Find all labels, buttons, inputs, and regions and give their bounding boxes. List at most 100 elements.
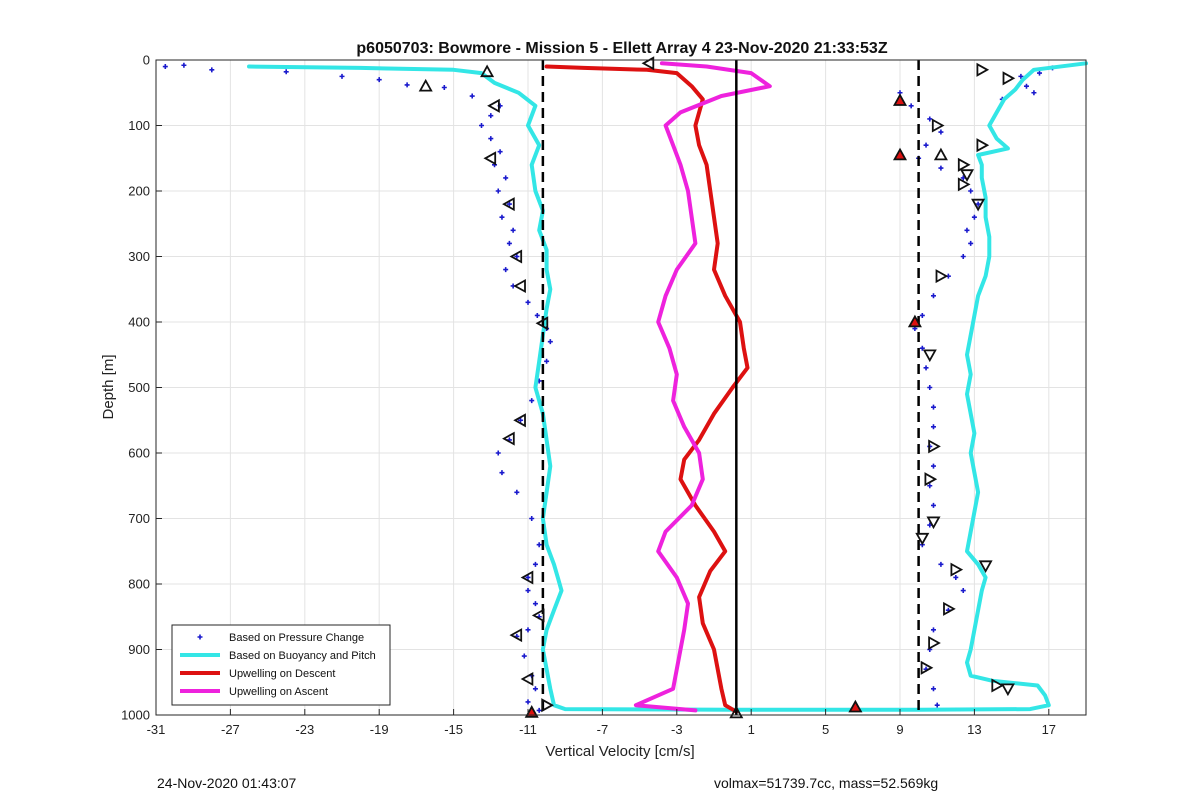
y-tick-label: 700 [128,511,150,526]
pressure-point [521,653,527,659]
y-tick-label: 400 [128,315,150,330]
pressure-point [923,365,929,371]
event-marker [729,705,744,719]
pressure-point [209,67,215,73]
pressure-point [514,254,520,259]
pressure-point [930,627,936,633]
event-marker [483,151,497,166]
x-tick-label: 9 [896,722,903,737]
y-tick-label: 1000 [121,708,150,723]
pressure-point [930,424,936,430]
event-marker [520,671,534,687]
pressure-point [376,77,382,83]
x-tick-label: -7 [597,722,609,737]
legend-entry: Based on Buoyancy and Pitch [229,650,376,662]
event-marker [950,562,964,577]
chart-title: p6050703: Bowmore - Mission 5 - Ellett A… [356,40,887,57]
pressure-point [495,188,501,194]
event-marker [926,516,941,530]
event-marker [976,62,990,77]
legend-entry: Upwelling on Descent [229,668,335,680]
event-marker [957,157,971,172]
footer-volmax-mass: volmax=51739.7cc, mass=52.569kg [714,775,938,791]
x-tick-label: 13 [967,722,981,737]
pressure-point [938,129,944,135]
event-marker [513,413,526,428]
pressure-point [923,142,929,148]
pressure-point [499,214,505,220]
event-marker [922,349,937,363]
event-marker [931,118,945,133]
x-axis-label: Vertical Velocity [cm/s] [545,743,694,760]
pressure-point [930,502,936,508]
pressure-point [930,686,936,692]
event-marker [976,138,990,153]
pressure-point [908,103,914,109]
pressure-point [529,516,535,521]
pressure-point [506,201,512,207]
event-marker [641,56,655,71]
pressure-point [927,483,933,489]
event-marker [480,64,495,78]
x-tick-label: -23 [295,722,314,737]
event-marker [1002,71,1016,86]
legend-entry: Upwelling on Ascent [229,686,328,698]
pressure-point [488,136,494,142]
pressure-point [514,489,520,495]
y-tick-label: 200 [128,184,150,199]
x-tick-label: -19 [370,722,389,737]
event-marker [513,278,526,294]
x-tick-label: -3 [671,722,683,737]
pressure-point [544,358,550,364]
event-marker [520,570,534,585]
pressure-point [938,165,944,171]
event-marker [509,628,523,643]
pressure-point [919,345,925,351]
event-marker [924,472,938,487]
pressure-point [525,588,531,594]
pressure-point [506,240,512,246]
pressure-point [536,542,542,548]
x-tick-label: -31 [147,722,166,737]
pressure-point [934,702,940,708]
pressure-point [975,201,981,207]
pressure-point [283,69,289,75]
pressure-point [499,470,505,476]
event-marker [531,608,545,623]
event-marker [928,635,941,651]
event-marker [943,601,956,616]
pressure-point [469,93,475,99]
pressure-point [960,588,966,594]
y-tick-label: 900 [128,642,150,657]
event-marker [487,98,500,113]
pressure-point [547,339,553,345]
pressure-point [497,149,503,155]
event-marker [959,169,975,182]
pressure-point [404,82,410,88]
x-tick-label: -27 [221,722,240,737]
pressure-point [534,312,540,318]
plot-area [162,56,1088,719]
pressure-point [339,73,345,79]
event-marker [907,314,922,328]
pressure-point [525,699,531,705]
event-marker [524,705,539,718]
pressure-point [930,463,936,469]
pressure-point [953,574,959,580]
pressure-point [964,227,970,233]
x-tick-label: 1 [748,722,755,737]
pressure-point [532,601,538,607]
pressure-point [927,116,933,122]
pressure-point [930,404,936,410]
series-line-1 [247,61,1088,712]
x-tick-label: -15 [444,722,463,737]
event-marker [957,177,971,192]
pressure-point [518,417,524,423]
pressure-point [1018,73,1024,79]
y-tick-label: 500 [128,380,150,395]
series-line-3 [633,61,772,713]
legend-box [171,624,391,706]
event-marker [892,147,908,161]
pressure-point [1037,70,1042,76]
